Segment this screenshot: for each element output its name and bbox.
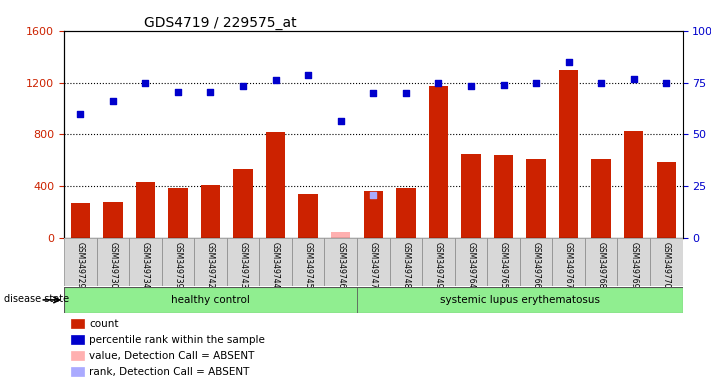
Point — [107, 98, 119, 104]
Text: GSM349734: GSM349734 — [141, 242, 150, 288]
Text: GSM349748: GSM349748 — [401, 242, 410, 288]
Text: GSM349743: GSM349743 — [239, 242, 247, 288]
Bar — [357, 287, 683, 313]
Bar — [363, 191, 383, 238]
Text: rank, Detection Call = ABSENT: rank, Detection Call = ABSENT — [89, 367, 250, 377]
Text: GDS4719 / 229575_at: GDS4719 / 229575_at — [144, 16, 297, 30]
Bar — [429, 86, 448, 238]
Bar — [656, 162, 676, 238]
Point — [563, 59, 574, 65]
Text: disease state: disease state — [4, 294, 69, 304]
Text: GSM349770: GSM349770 — [662, 242, 670, 288]
Point — [237, 83, 249, 89]
Text: systemic lupus erythematosus: systemic lupus erythematosus — [440, 295, 600, 305]
Text: value, Detection Call = ABSENT: value, Detection Call = ABSENT — [89, 351, 255, 361]
Point — [302, 72, 314, 78]
Bar — [260, 238, 292, 286]
Text: percentile rank within the sample: percentile rank within the sample — [89, 335, 264, 345]
Bar — [559, 70, 578, 238]
Text: GSM349769: GSM349769 — [629, 242, 638, 288]
Bar — [520, 238, 552, 286]
Bar — [194, 238, 227, 286]
Point — [205, 89, 216, 95]
Point — [368, 90, 379, 96]
Bar — [324, 238, 357, 286]
Text: GSM349767: GSM349767 — [564, 242, 573, 288]
Bar — [64, 287, 357, 313]
Text: GSM349766: GSM349766 — [532, 242, 540, 288]
Bar — [552, 238, 585, 286]
Bar — [487, 238, 520, 286]
Bar — [292, 238, 324, 286]
Point — [628, 76, 639, 82]
Bar — [592, 159, 611, 238]
Bar — [454, 238, 487, 286]
Point — [368, 192, 379, 198]
Point — [172, 89, 183, 95]
Point — [661, 79, 672, 86]
Bar — [396, 187, 416, 238]
Text: GSM349730: GSM349730 — [108, 242, 117, 288]
Text: healthy control: healthy control — [171, 295, 250, 305]
Bar — [233, 169, 253, 238]
Point — [400, 90, 412, 96]
Text: count: count — [89, 319, 118, 329]
Bar — [624, 131, 643, 238]
Bar — [357, 238, 390, 286]
Bar — [299, 194, 318, 238]
Bar — [617, 238, 650, 286]
Point — [596, 79, 607, 86]
Point — [433, 79, 444, 86]
Bar — [650, 238, 683, 286]
Text: GSM349765: GSM349765 — [499, 242, 508, 288]
Bar — [461, 154, 481, 238]
Point — [335, 118, 346, 124]
Bar — [129, 238, 161, 286]
Point — [530, 79, 542, 86]
Bar — [526, 159, 546, 238]
Bar — [493, 155, 513, 238]
Bar — [266, 132, 285, 238]
Bar — [97, 238, 129, 286]
Point — [498, 82, 509, 88]
Text: GSM349744: GSM349744 — [271, 242, 280, 288]
Bar — [331, 232, 351, 238]
Bar — [136, 182, 155, 238]
Point — [270, 77, 282, 83]
Bar — [161, 238, 194, 286]
Text: GSM349745: GSM349745 — [304, 242, 313, 288]
Bar — [103, 202, 122, 238]
Text: GSM349747: GSM349747 — [369, 242, 378, 288]
Bar — [422, 238, 454, 286]
Bar — [169, 187, 188, 238]
Bar — [390, 238, 422, 286]
Point — [139, 79, 151, 86]
Text: GSM349729: GSM349729 — [76, 242, 85, 288]
Text: GSM349768: GSM349768 — [597, 242, 606, 288]
Bar — [585, 238, 617, 286]
Text: GSM349749: GSM349749 — [434, 242, 443, 288]
Text: GSM349764: GSM349764 — [466, 242, 476, 288]
Point — [75, 111, 86, 117]
Point — [465, 83, 476, 89]
Bar — [64, 238, 97, 286]
Bar — [227, 238, 260, 286]
Text: GSM349742: GSM349742 — [206, 242, 215, 288]
Text: GSM349746: GSM349746 — [336, 242, 346, 288]
Bar — [201, 185, 220, 238]
Bar — [70, 203, 90, 238]
Text: GSM349739: GSM349739 — [173, 242, 183, 288]
